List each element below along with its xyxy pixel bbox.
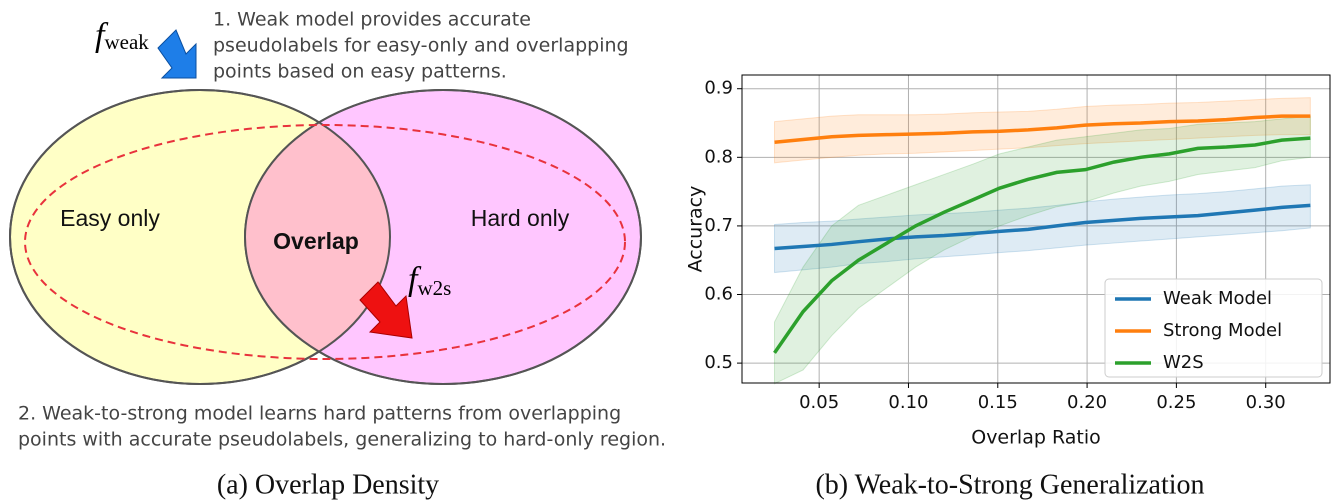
overlap-region: [245, 90, 390, 384]
caption: (a) Overlap Density: [217, 469, 439, 500]
x-tick-label: 0.10: [888, 392, 928, 413]
x-tick-label: 0.15: [978, 392, 1018, 413]
y-tick-label: 0.8: [704, 146, 733, 167]
note-line: 1. Weak model provides accurate: [213, 9, 531, 31]
hard-outline: [244, 89, 642, 385]
x-tick-label: 0.05: [799, 392, 839, 413]
y-tick-label: 0.7: [704, 215, 733, 236]
region-label: Hard only: [471, 205, 570, 231]
caption: (b) Weak-to-Strong Generalization: [815, 469, 1204, 500]
series-line: [774, 203, 1311, 251]
legend-label: Weak Model: [1163, 288, 1272, 309]
x-axis-label: Overlap Ratio: [971, 427, 1101, 449]
legend-box: [1104, 278, 1323, 378]
chart: 0.5 0.6 0.7 0.8 0.9 0.05 0.10 0.15 0.20 0.25 0.30 O…: [685, 74, 1331, 500]
subscript: w2s: [417, 276, 451, 300]
w2s-arrow: [359, 281, 413, 339]
dashed-region: [24, 124, 626, 360]
venn-diagram: fweak fw2s Easy only Overlap Hard only 1…: [9, 9, 666, 500]
note-line: points with accurate pseudolabels, gener…: [18, 429, 666, 451]
y-tick-label: 0.6: [704, 284, 733, 305]
weak-arrow: [157, 29, 197, 79]
region-label: Easy only: [60, 205, 160, 231]
weak-label: fweak: [95, 17, 149, 54]
y-axis-label: Accuracy: [685, 186, 707, 273]
x-tick-label: 0.20: [1067, 392, 1107, 413]
y-tick-label: 0.9: [704, 78, 733, 99]
legend-label: Strong Model: [1163, 320, 1282, 341]
axes-frame: [741, 74, 1331, 384]
x-tick-label: 0.25: [1156, 392, 1196, 413]
y-tick-label: 0.5: [704, 352, 733, 373]
x-tick-label: 0.30: [1246, 392, 1286, 413]
note-line: points based on easy patterns.: [213, 61, 507, 83]
easy-outline: [9, 89, 391, 385]
series-line: [773, 136, 1311, 354]
note-line: 2. Weak-to-strong model learns hard patt…: [18, 403, 621, 425]
series-line: [774, 114, 1311, 144]
legend-label: W2S: [1163, 352, 1204, 373]
note-line: pseudolabels for easy-only and overlappi…: [213, 35, 629, 57]
region-label: Overlap: [273, 228, 359, 254]
subscript: weak: [104, 30, 149, 54]
